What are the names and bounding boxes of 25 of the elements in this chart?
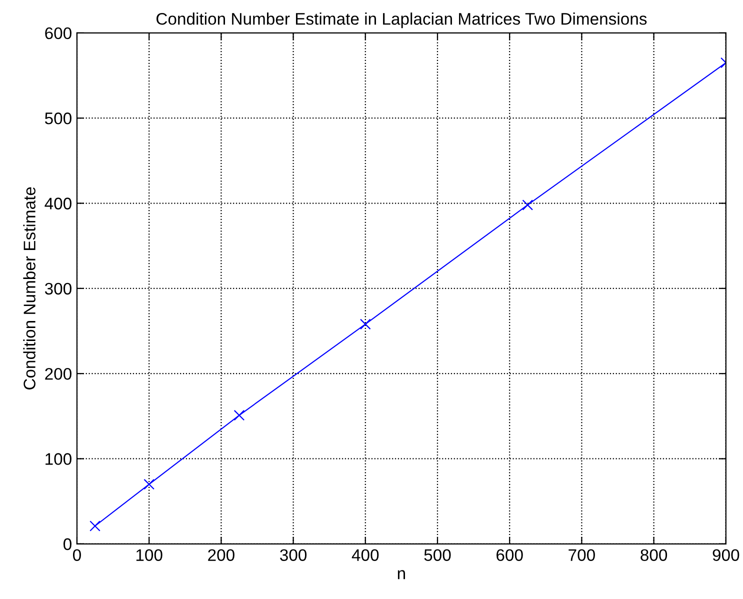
x-tick-label: 700 <box>568 549 595 561</box>
x-tick-label: 300 <box>280 549 307 561</box>
x-axis-title: n <box>398 570 405 580</box>
y-tick-label: 100 <box>46 453 72 465</box>
x-tick-label: 400 <box>352 549 379 561</box>
chart-title: Condition Number Estimate in Laplacian Matrices Two Dimensions <box>156 12 647 28</box>
y-tick-label: 0 <box>63 538 72 550</box>
y-tick-label: 600 <box>45 27 72 40</box>
y-tick-label: 300 <box>44 282 72 295</box>
x-tick-label: 0 <box>72 549 81 561</box>
point <box>234 410 245 421</box>
y-tick-label: 200 <box>45 368 72 380</box>
x-tick-label: 800 <box>640 549 668 561</box>
y-tick-label: 500 <box>44 112 72 124</box>
y-tick-label: 400 <box>44 198 72 210</box>
point <box>522 200 534 210</box>
point <box>90 520 100 532</box>
x-tick-label: 500 <box>424 549 451 561</box>
x-tick-label: 100 <box>136 549 162 561</box>
x-tick-label: 200 <box>208 549 234 561</box>
point <box>144 478 154 490</box>
x-tick-label: 900 <box>712 549 740 561</box>
point <box>360 318 371 330</box>
y-axis-title: Condition Number Estimate <box>23 187 36 390</box>
x-tick-label: 600 <box>496 549 523 561</box>
